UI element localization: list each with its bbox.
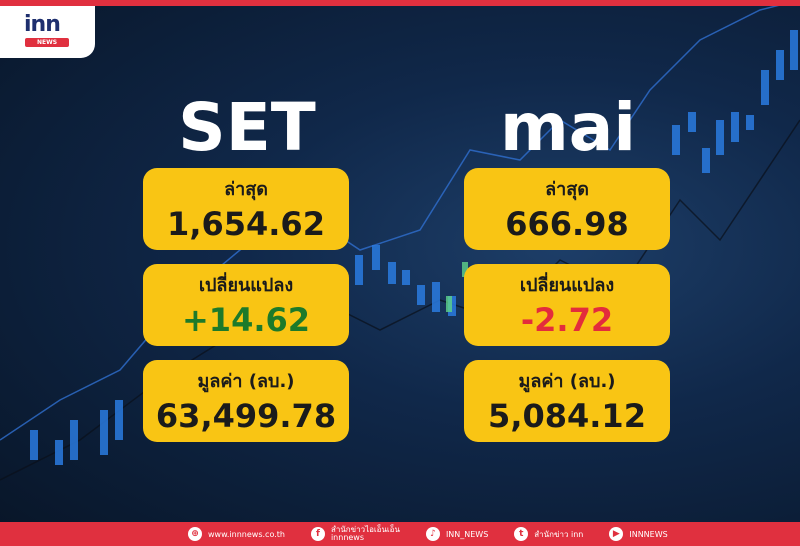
- twitter-handle: สำนักข่าว inn: [534, 529, 584, 539]
- set-change-value: +14.62: [181, 301, 311, 339]
- mai-latest-label: ล่าสุด: [545, 179, 589, 200]
- mai-title: mai: [500, 89, 636, 166]
- mai-latest-card: ล่าสุด 666.98: [464, 168, 670, 250]
- set-title: SET: [178, 89, 316, 166]
- facebook-name: สำนักข่าวไอเอ็นเอ็น: [330, 525, 400, 534]
- set-value-amount: 63,499.78: [155, 397, 337, 435]
- logo-text: inn: [24, 12, 61, 37]
- mai-change-label: เปลี่ยนแปลง: [519, 275, 615, 296]
- set-column: SET ล่าสุด 1,654.62 เปลี่ยนแปลง +14.62 ม…: [143, 88, 351, 456]
- footer-social-bar: ⊕ www.innnews.co.th f สำนักข่าวไอเอ็นเอ็น i…: [0, 522, 800, 546]
- mai-value-card: มูลค่า (ลบ.) 5,084.12: [464, 360, 670, 442]
- facebook-icon: f: [310, 527, 325, 541]
- globe-icon: ⊕: [188, 527, 202, 541]
- logo-subtext: NEWS: [25, 38, 69, 47]
- tiktok-icon: ♪: [425, 527, 440, 541]
- set-latest-card: ล่าสุด 1,654.62: [143, 168, 349, 250]
- mai-change-card: เปลี่ยนแปลง -2.72: [464, 264, 670, 346]
- mai-change-value: -2.72: [520, 301, 614, 339]
- set-change-card: เปลี่ยนแปลง +14.62: [143, 264, 349, 346]
- set-value-card: มูลค่า (ลบ.) 63,499.78: [143, 360, 349, 442]
- set-latest-value: 1,654.62: [167, 205, 325, 243]
- youtube-icon: ▶: [609, 527, 624, 541]
- set-value-label: มูลค่า (ลบ.): [197, 371, 295, 392]
- footer-youtube[interactable]: ▶ INNNEWS: [609, 527, 668, 541]
- youtube-handle: INNNEWS: [629, 529, 668, 539]
- footer-tiktok[interactable]: ♪ INN_NEWS: [425, 527, 489, 541]
- mai-value-amount: 5,084.12: [488, 397, 646, 435]
- mai-latest-value: 666.98: [505, 205, 629, 243]
- top-accent-bar: [0, 0, 800, 6]
- tiktok-handle: INN_NEWS: [445, 529, 489, 539]
- footer-website[interactable]: ⊕ www.innnews.co.th: [188, 527, 285, 541]
- footer-twitter[interactable]: t สำนักข่าว inn: [514, 527, 583, 541]
- twitter-icon: t: [514, 527, 529, 541]
- footer-facebook[interactable]: f สำนักข่าวไอเอ็นเอ็น innnews: [310, 525, 400, 542]
- set-latest-label: ล่าสุด: [224, 179, 268, 200]
- set-change-label: เปลี่ยนแปลง: [198, 275, 294, 296]
- website-text: www.innnews.co.th: [208, 529, 285, 539]
- mai-value-label: มูลค่า (ลบ.): [518, 371, 616, 392]
- facebook-handle: innnews: [330, 533, 365, 542]
- mai-column: mai ล่าสุด 666.98 เปลี่ยนแปลง -2.72 มูลค…: [464, 88, 672, 456]
- inn-news-logo: inn NEWS: [0, 0, 95, 58]
